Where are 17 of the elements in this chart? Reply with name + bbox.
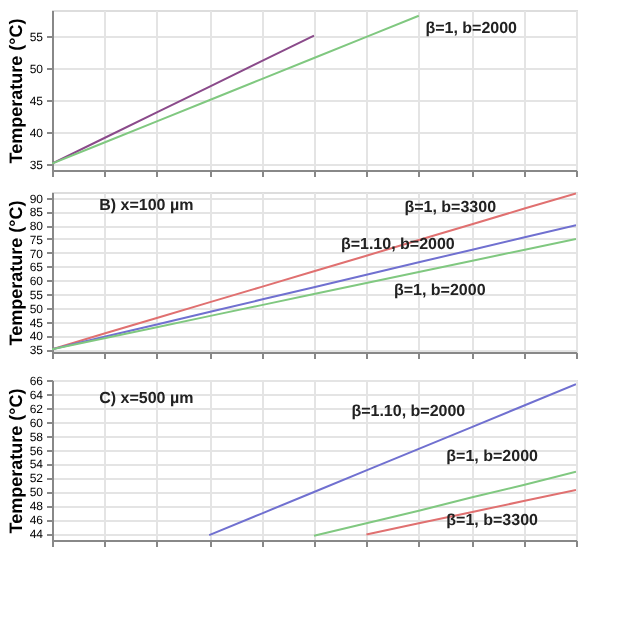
annotation: β=1, b=2000	[393, 281, 487, 300]
line-series	[52, 14, 420, 165]
y-axis-title: Temperature (°C)	[5, 18, 26, 164]
annotation: C) x=500 µm	[99, 389, 194, 408]
y-axis-title: Temperature (°C)	[5, 388, 26, 534]
annotation: β=1, b=2000	[425, 19, 519, 38]
line-series	[52, 34, 315, 165]
annotation: B) x=100 µm	[99, 196, 194, 215]
annotation: β=1.10, b=2000	[351, 402, 467, 420]
annotation: β=1, b=3300	[404, 198, 498, 216]
y-axis-title: Temperature (°C)	[5, 200, 26, 346]
line-series	[313, 470, 576, 537]
line-series	[365, 488, 576, 536]
annotation: β=1, b=3300	[446, 510, 540, 529]
annotation: β=1, b=2000	[446, 446, 540, 465]
line-series	[208, 383, 576, 537]
annotation: β=1.10, b=2000	[340, 234, 456, 253]
